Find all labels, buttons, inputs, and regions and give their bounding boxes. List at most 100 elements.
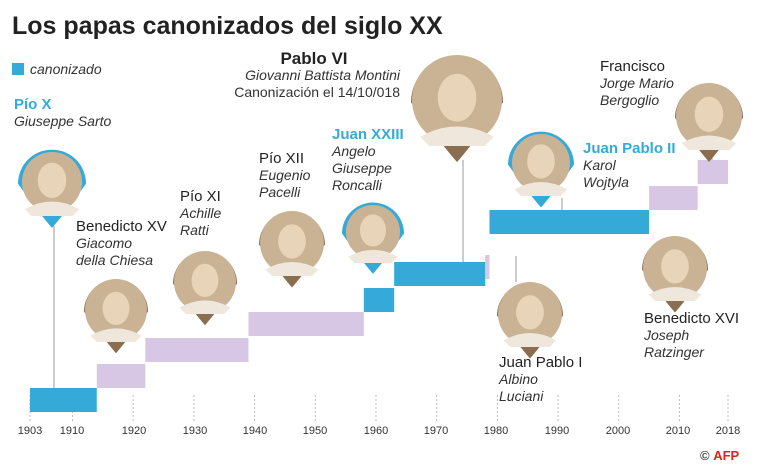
pope-birth-name-line: Angelo [332,143,376,159]
label-juan-pablo-ii: Juan Pablo II Karol Wojtyla [583,140,676,191]
pope-birth-name-line: Eugenio [259,167,311,183]
robe-shape [420,126,494,146]
label-benedicto-xv: Benedicto XV Giacomo della Chiesa [76,218,167,269]
copyright-symbol: © [700,448,710,463]
axis-tick-label: 2018 [715,425,741,437]
pope-name: Pío XII [259,150,305,167]
bar-pio-x [30,388,97,412]
robe-shape [265,261,319,276]
robe-shape [648,286,702,301]
axis-tick-label: 1920 [121,425,147,437]
face-shape [527,144,555,179]
pope-birth-name-line: Ratzinger [644,344,704,360]
axis-tick-label: 1960 [363,425,389,437]
label-juan-xxiii: Juan XXIII Angelo Giuseppe Roncalli [332,126,404,194]
label-pio-xii: Pío XII Eugenio Pacelli [259,150,310,201]
robe-shape [90,328,142,342]
axis-tick-label: 1903 [17,425,43,437]
label-pablo-vi: Pablo VI Giovanni Battista Montini Canon… [228,50,400,101]
axis-tick-label: 1930 [182,425,208,437]
bar-juan-pablo-i [485,255,490,279]
axis-tick-label: 2010 [665,425,691,437]
label-pio-x: Pío X Giuseppe Sarto [14,96,111,130]
face-shape [661,249,689,284]
axis-tick-label: 1940 [242,425,268,437]
legend-swatch [12,63,24,75]
face-shape [37,162,67,198]
pope-birth-name-line: Luciani [499,388,544,404]
label-francisco: Francisco Jorge Mario Bergoglio [600,58,674,109]
pope-birth-name-line: Giuseppe [332,160,392,176]
robe-shape [514,181,568,196]
face-shape [694,96,724,132]
face-shape [278,224,306,259]
pope-birth-name-line: Jorge Mario [600,75,674,91]
pope-birth-name-line: Wojtyla [583,174,629,190]
label-benedicto-xvi: Benedicto XVI Joseph Ratzinger [644,310,739,361]
credit: © AFP [700,448,739,463]
portrait-juan-pablo-i [496,282,563,359]
canonization-note: Canonización el 14/10/018 [234,84,400,100]
robe-shape [24,201,80,216]
portrait-francisco [675,83,743,162]
portrait-benedicto-xvi [642,236,708,313]
robe-shape [681,135,737,150]
portrait-pio-x [18,149,86,228]
pope-birth-name-line: Giacomo [76,235,133,251]
pope-name: Pío X [14,96,52,113]
bar-pio-xii [248,312,364,336]
bar-pio-xi [145,338,249,362]
pope-birth-name-line: della Chiesa [76,252,154,268]
pope-birth-name-line: Bergoglio [600,92,660,108]
bar-juan-pablo-ii [489,210,650,234]
legend-label: canonizado [30,61,102,77]
axis-tick-label: 1950 [302,425,328,437]
robe-shape [503,332,557,347]
pope-name: Juan XXIII [332,126,404,143]
axis-tick-label: 1990 [544,425,570,437]
face-shape [359,214,387,247]
afp-logo: AFP [713,448,740,463]
pope-name: Juan Pablo II [583,140,676,157]
pope-birth-name-line: Joseph [644,327,690,343]
axis-tick-label: 1910 [59,425,85,437]
robe-shape [348,249,398,263]
pope-birth-name: Giuseppe Sarto [14,113,112,129]
pope-birth-name: Giovanni Battista Montini [245,67,400,83]
robe-shape [179,300,231,314]
page-title: Los papas canonizados del siglo XX [12,12,443,40]
pope-birth-name-line: Roncalli [332,177,382,193]
pope-name: Francisco [600,58,666,75]
pope-birth-name-line: Ratti [180,222,209,238]
portrait-juan-xxiii [342,202,404,274]
face-shape [437,73,477,122]
portrait-benedicto-xv [84,279,148,354]
portrait-pio-xi [173,251,237,326]
portrait-pio-xii [259,211,325,288]
label-pio-xi: Pío XI Achille Ratti [180,188,221,239]
pope-name: Juan Pablo I [499,354,583,371]
pope-birth-name-line: Albino [499,371,538,387]
pope-name: Pío XI [180,188,221,205]
pope-name: Benedicto XVI [644,310,740,327]
axis-tick-label: 1970 [423,425,449,437]
bar-pablo-vi [394,262,486,286]
bar-francisco [697,160,728,184]
axis-tick-label: 1980 [483,425,509,437]
pope-birth-name-line: Pacelli [259,184,301,200]
portrait-pablo-vi [411,55,503,163]
portrait-juan-pablo-ii [508,131,574,208]
axis-tick-label: 2000 [605,425,631,437]
pope-name: Benedicto XV [76,218,167,235]
bar-benedicto-xvi [649,186,698,210]
bar-juan-xxiii [363,288,395,312]
label-juan-pablo-i: Juan Pablo I Albino Luciani [499,354,582,405]
face-shape [191,263,219,298]
bar-benedicto-xv [96,364,146,388]
face-shape [102,291,130,326]
pope-birth-name-line: Karol [583,157,616,173]
face-shape [516,295,544,330]
pope-name: Pablo VI [280,49,348,68]
